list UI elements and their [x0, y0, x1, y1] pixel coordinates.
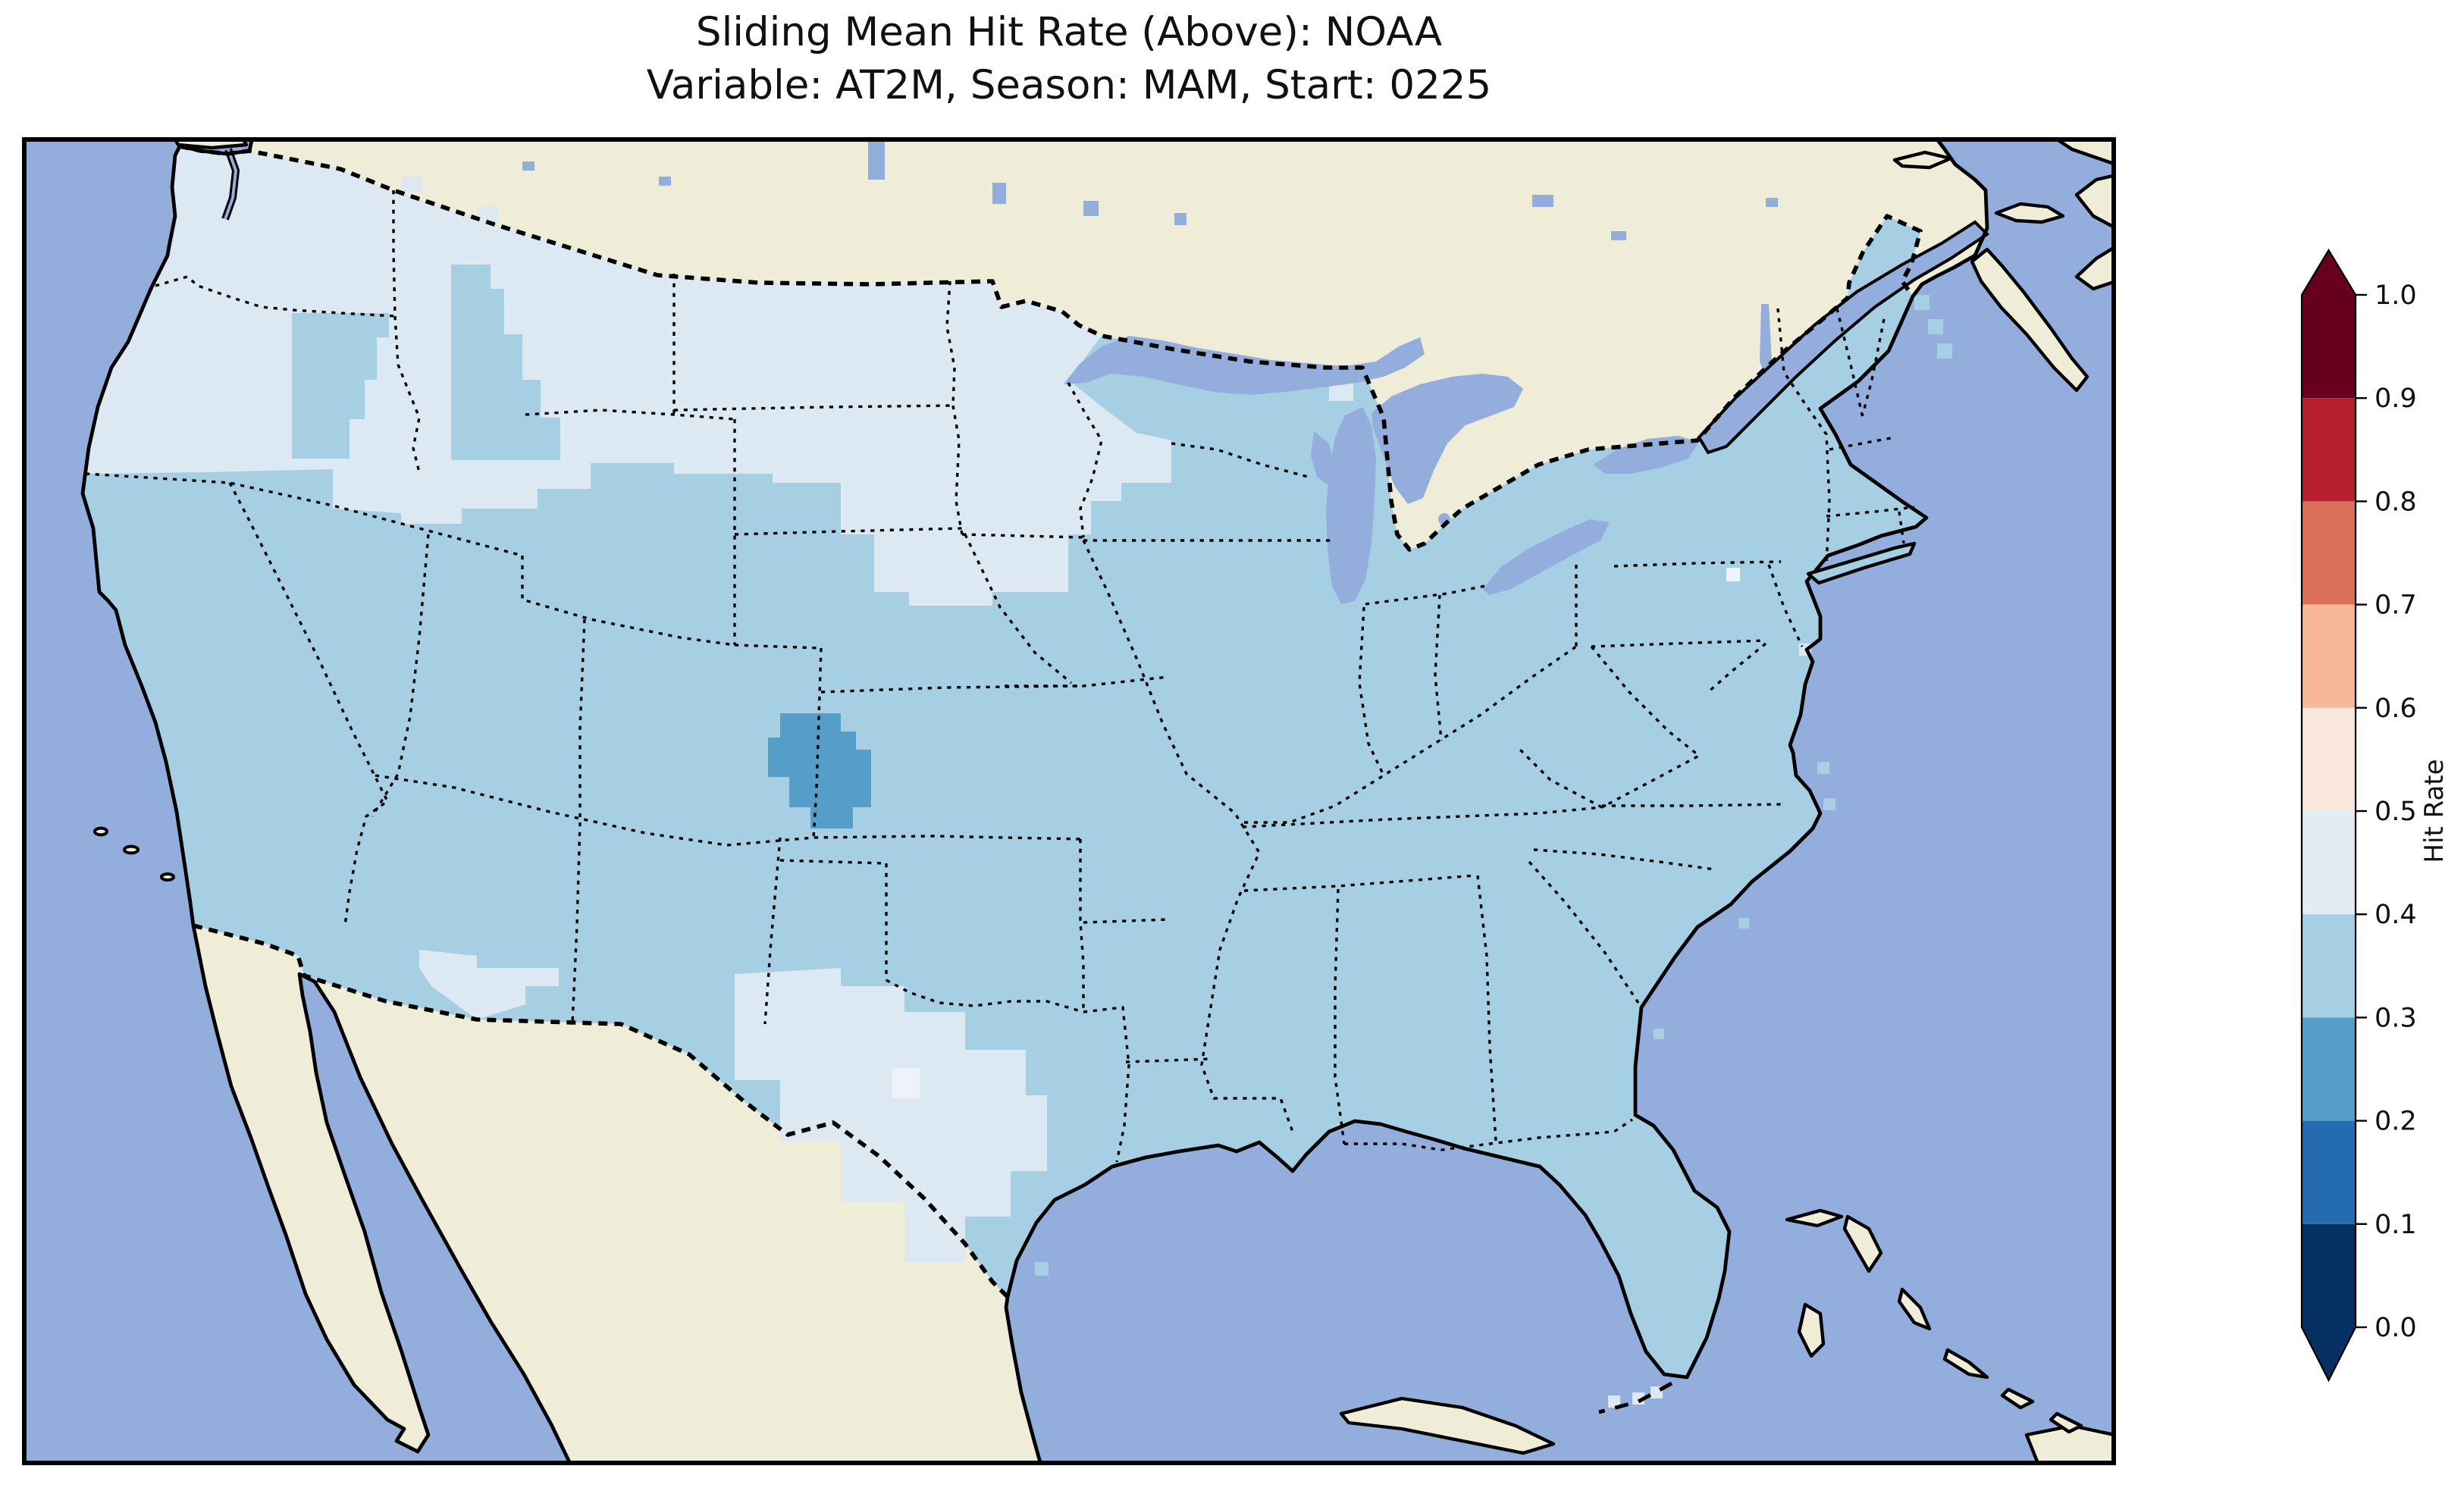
- long-island: [1806, 541, 1917, 585]
- title-line-1: Sliding Mean Hit Rate (Above): NOAA: [695, 9, 1443, 55]
- svg-text:0.3: 0.3: [2375, 1003, 2417, 1033]
- map-frame: [22, 137, 2116, 1465]
- coastline: [80, 137, 1989, 1465]
- svg-text:0.4: 0.4: [2375, 900, 2417, 930]
- bahamas-specks: [1942, 1348, 2083, 1434]
- svg-text:0.6: 0.6: [2375, 694, 2417, 724]
- cape-breton: [2074, 244, 2116, 291]
- puget-sound: [221, 148, 240, 221]
- cuba: [1339, 1396, 1556, 1455]
- newfoundland-corner: [2052, 137, 2116, 167]
- colorbar-over-arrow: [2302, 250, 2356, 295]
- islands: [93, 137, 2116, 1465]
- svg-text:0.0: 0.0: [2375, 1313, 2417, 1343]
- colorbar-tick-labels: 1.0 0.9 0.8 0.7 0.6 0.5 0.4 0.3 0.2 0.1 …: [2375, 280, 2417, 1343]
- figure-title: Sliding Mean Hit Rate (Above): NOAA Vari…: [22, 6, 2116, 112]
- bahamas-abaco: [1842, 1214, 1883, 1273]
- svg-text:0.7: 0.7: [2375, 590, 2417, 621]
- lake-superior: [1064, 336, 1425, 395]
- field-pale-north: [86, 146, 1171, 606]
- colorbar-axis-label: Hit Rate: [2419, 759, 2450, 863]
- channel-islands: [93, 826, 175, 882]
- newfoundland: [2074, 173, 2116, 230]
- florida-keys: [1598, 1381, 1673, 1414]
- lake-champlain: [1760, 304, 1772, 377]
- lake-ontario: [1593, 436, 1699, 474]
- colorbar-bands: [2302, 295, 2356, 1327]
- svg-text:0.2: 0.2: [2375, 1107, 2417, 1137]
- prince-edward-island: [1994, 202, 2065, 224]
- map-axes: [22, 137, 2116, 1465]
- green-bay: [1311, 431, 1335, 486]
- lake-erie: [1482, 519, 1610, 595]
- svg-text:0.9: 0.9: [2375, 384, 2417, 414]
- field-base-east-oregon: [292, 313, 389, 459]
- conus-map: [22, 137, 2116, 1465]
- bahamas-grand: [1785, 1208, 1844, 1228]
- anticosti-island: [1892, 150, 1953, 170]
- bahamas-eleuthera: [1897, 1287, 1932, 1331]
- colorbar-ticks: [2356, 293, 2367, 1329]
- title-line-2: Variable: AT2M, Season: MAM, Start: 0225: [646, 62, 1492, 108]
- lake-michigan: [1326, 407, 1376, 604]
- national-borders: [179, 144, 1923, 1298]
- field-base-montana-wedge: [451, 265, 560, 460]
- svg-text:0.8: 0.8: [2375, 487, 2417, 517]
- colorbar-svg: 1.0 0.9 0.8 0.7 0.6 0.5 0.4 0.3 0.2 0.1 …: [2300, 248, 2450, 1383]
- field-pale-texas: [735, 968, 1047, 1262]
- lake-huron: [1372, 374, 1523, 504]
- field-pale-nm-az: [419, 950, 559, 1019]
- field-dark-colorado: [768, 713, 871, 828]
- colorbar-under-arrow: [2302, 1327, 2356, 1380]
- svg-text:0.1: 0.1: [2375, 1210, 2417, 1240]
- field-white-cell-texas: [892, 1068, 920, 1098]
- nova-scotia: [1970, 247, 2089, 393]
- state-borders: [85, 190, 1915, 1163]
- us-mexico-border: [193, 923, 1009, 1298]
- bahamas-andros: [1797, 1302, 1826, 1358]
- svg-text:1.0: 1.0: [2375, 280, 2417, 311]
- canada-small-lakes: [522, 140, 1778, 240]
- svg-text:0.5: 0.5: [2375, 797, 2417, 827]
- lakes: [221, 140, 1990, 604]
- colorbar: 1.0 0.9 0.8 0.7 0.6 0.5 0.4 0.3 0.2 0.1 …: [2282, 241, 2464, 1401]
